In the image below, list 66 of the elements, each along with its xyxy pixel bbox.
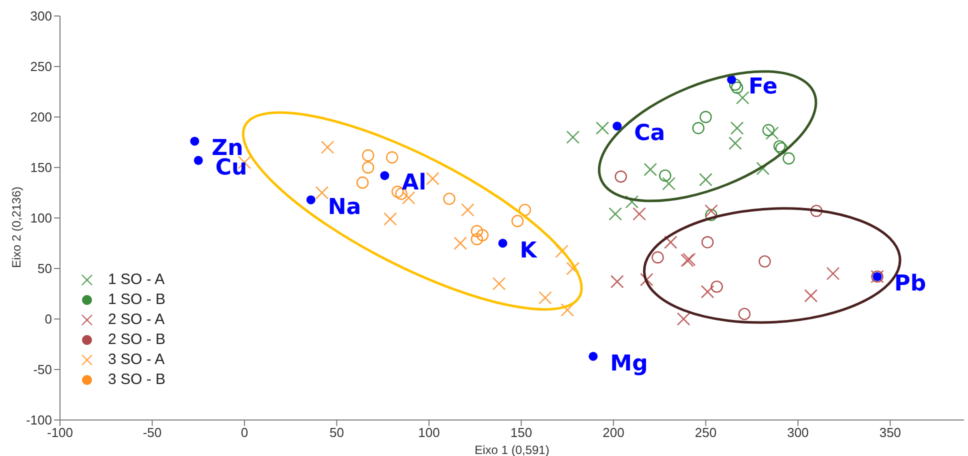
point bbox=[700, 110, 712, 124]
annotation: Ca bbox=[634, 121, 666, 146]
x-tick-label: 350 bbox=[879, 425, 902, 440]
point bbox=[362, 149, 374, 162]
x-tick-label: 150 bbox=[510, 425, 532, 440]
legend-label: 1 SO - B bbox=[108, 290, 166, 310]
point bbox=[710, 280, 723, 293]
y-tick-label: 300 bbox=[30, 8, 52, 24]
annotation: Fe bbox=[748, 74, 778, 100]
point bbox=[612, 122, 622, 131]
point bbox=[810, 204, 823, 218]
point bbox=[470, 225, 484, 238]
y-tick-label: 200 bbox=[30, 110, 52, 125]
point bbox=[511, 214, 524, 228]
x-tick-label: 100 bbox=[418, 425, 440, 440]
annotation: Pb bbox=[894, 272, 926, 297]
point bbox=[498, 238, 508, 248]
point bbox=[476, 229, 489, 242]
point bbox=[190, 136, 200, 146]
point bbox=[362, 161, 374, 174]
point bbox=[614, 170, 627, 183]
point bbox=[356, 176, 369, 189]
x-tick-label: 0 bbox=[240, 425, 248, 440]
point bbox=[727, 75, 736, 84]
point bbox=[659, 169, 672, 182]
point bbox=[705, 208, 718, 222]
point bbox=[392, 186, 404, 198]
y-tick-label: -50 bbox=[33, 362, 52, 378]
y-tick-label: 100 bbox=[30, 210, 52, 226]
x-tick-label: -50 bbox=[142, 425, 162, 440]
point bbox=[395, 188, 408, 200]
point bbox=[692, 122, 704, 134]
x-tick-label: 200 bbox=[602, 425, 624, 440]
legend-label: 2 SO - A bbox=[108, 310, 165, 330]
point bbox=[470, 233, 484, 246]
point bbox=[730, 82, 744, 94]
point bbox=[386, 151, 398, 164]
y-tick-label: 50 bbox=[38, 261, 52, 276]
point bbox=[306, 195, 316, 204]
point bbox=[194, 156, 203, 165]
y-tick-label: 150 bbox=[30, 160, 52, 176]
point bbox=[701, 236, 714, 248]
point bbox=[758, 255, 771, 268]
point bbox=[652, 251, 664, 264]
point bbox=[762, 124, 775, 136]
point bbox=[588, 352, 598, 361]
x-tick-label: 250 bbox=[694, 425, 717, 440]
point bbox=[782, 152, 795, 165]
point bbox=[380, 171, 390, 180]
legend-label: 3 SO - A bbox=[108, 350, 165, 370]
y-tick-label: 0 bbox=[44, 312, 52, 327]
x-tick-label: 50 bbox=[330, 425, 344, 440]
annotation: K bbox=[520, 238, 538, 264]
y-axis-title: Eixo 2 (0,2136) bbox=[9, 186, 24, 268]
annotation: Al bbox=[402, 170, 426, 196]
legend-label: 1 SO - A bbox=[108, 270, 165, 290]
x-tick-label: 300 bbox=[787, 425, 809, 440]
y-tick-label: 250 bbox=[30, 59, 52, 74]
point bbox=[443, 192, 456, 205]
legend-label: 2 SO - B bbox=[108, 330, 166, 350]
point bbox=[738, 308, 751, 320]
annotation: Mg bbox=[610, 351, 648, 376]
point bbox=[729, 78, 742, 91]
y-tick-label: -100 bbox=[26, 412, 52, 428]
legend-label: 3 SO - B bbox=[108, 370, 166, 390]
annotation: Na bbox=[328, 194, 362, 220]
